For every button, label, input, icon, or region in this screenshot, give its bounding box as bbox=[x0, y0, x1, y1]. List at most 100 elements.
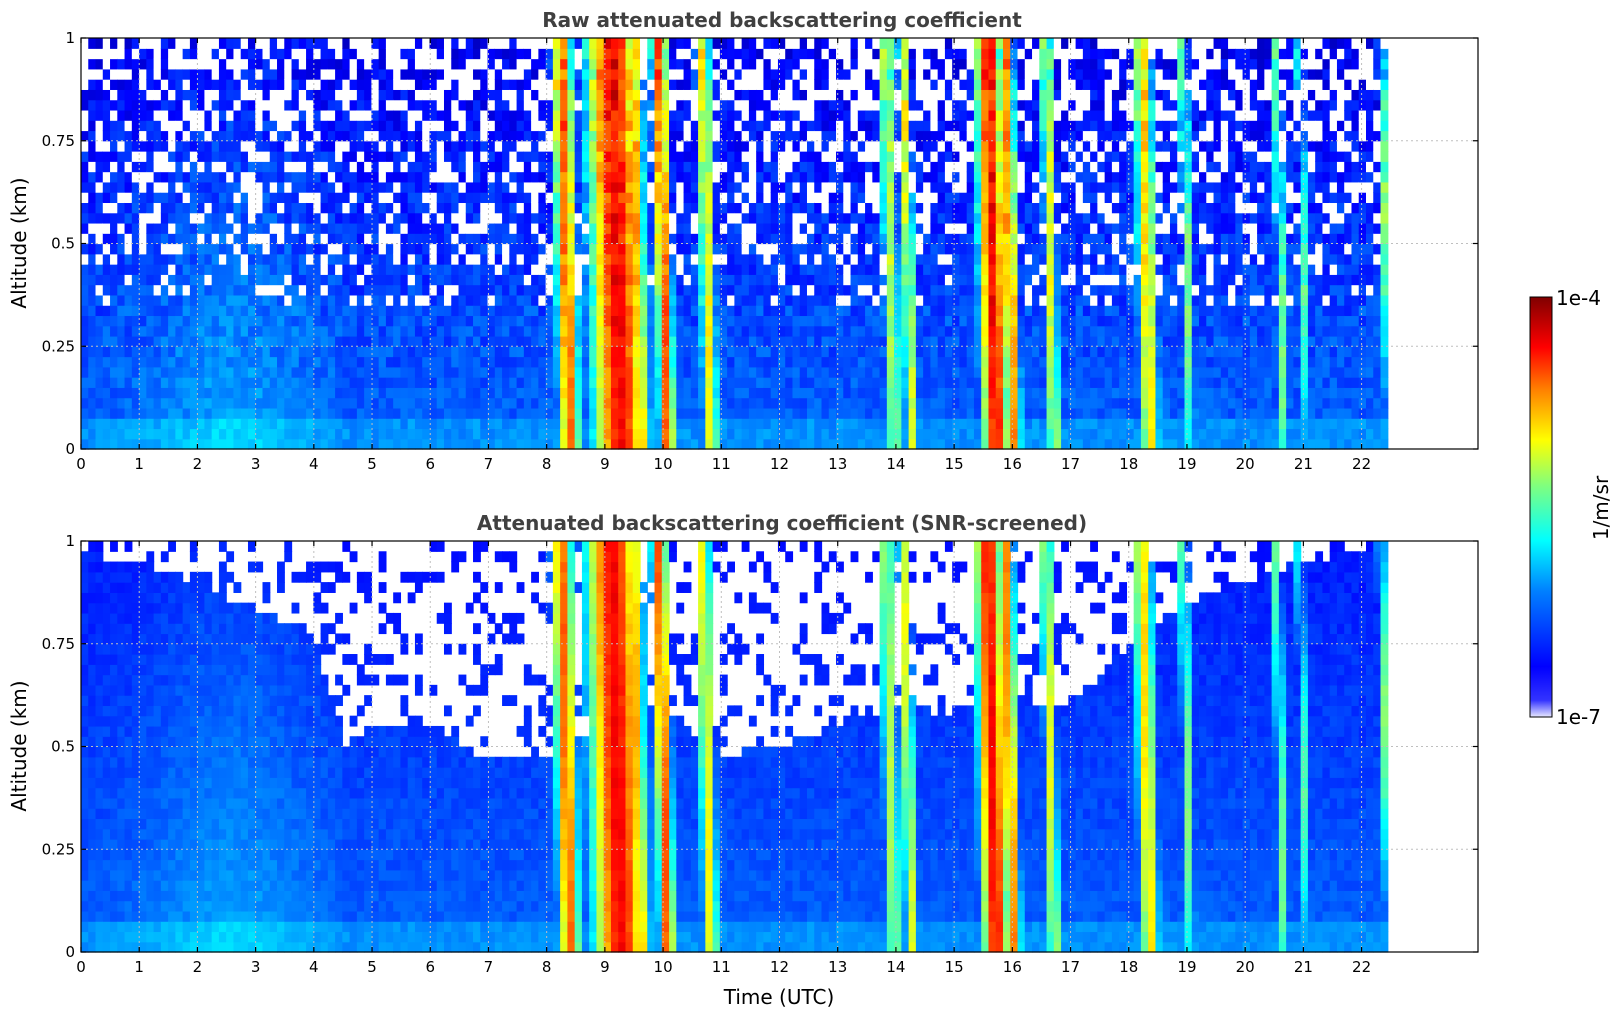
heatmap-cell bbox=[465, 171, 474, 183]
heatmap-cell bbox=[494, 387, 503, 399]
heatmap-cell bbox=[915, 335, 924, 347]
heatmap-cell bbox=[153, 38, 162, 49]
heatmap-cell bbox=[494, 438, 503, 450]
heatmap-cell bbox=[632, 387, 641, 399]
heatmap-cell bbox=[763, 89, 772, 101]
heatmap-cell bbox=[908, 274, 917, 286]
heatmap-cell bbox=[465, 212, 474, 224]
heatmap-cell bbox=[908, 181, 917, 193]
heatmap-cell bbox=[298, 397, 307, 409]
heatmap-cell bbox=[349, 325, 358, 337]
heatmap-cell bbox=[443, 356, 452, 368]
heatmap-cell bbox=[327, 48, 336, 60]
heatmap-cell bbox=[182, 38, 191, 49]
heatmap-cell bbox=[560, 366, 569, 378]
heatmap-cell bbox=[443, 387, 452, 399]
heatmap-cell bbox=[828, 233, 837, 245]
heatmap-cell bbox=[901, 418, 910, 430]
heatmap-cell bbox=[596, 253, 605, 265]
heatmap-cell bbox=[269, 79, 278, 90]
heatmap-cell bbox=[182, 438, 191, 450]
heatmap-cell bbox=[349, 79, 358, 90]
heatmap-cell bbox=[944, 140, 953, 152]
heatmap-cell bbox=[676, 418, 685, 430]
heatmap-cell bbox=[233, 264, 242, 275]
heatmap-cell bbox=[313, 58, 322, 70]
heatmap-cell bbox=[342, 89, 351, 101]
heatmap-cell bbox=[777, 325, 786, 337]
heatmap-cell bbox=[596, 418, 605, 430]
heatmap-cell bbox=[843, 79, 852, 90]
heatmap-cell bbox=[451, 356, 460, 368]
heatmap-cell bbox=[981, 253, 990, 265]
heatmap-cell bbox=[777, 253, 786, 265]
heatmap-cell bbox=[777, 109, 786, 121]
heatmap-cell bbox=[269, 171, 278, 183]
heatmap-cell bbox=[182, 202, 191, 214]
heatmap-cell bbox=[806, 140, 815, 152]
heatmap-cell bbox=[567, 284, 576, 296]
heatmap-cell bbox=[944, 305, 953, 317]
heatmap-cell bbox=[545, 58, 554, 70]
heatmap-cell bbox=[124, 315, 133, 327]
heatmap-cell bbox=[632, 315, 641, 327]
heatmap-cell bbox=[233, 181, 242, 193]
heatmap-cell bbox=[625, 315, 634, 327]
heatmap-cell bbox=[451, 99, 460, 111]
heatmap-cell bbox=[719, 120, 728, 132]
heatmap-cell bbox=[240, 38, 249, 49]
heatmap-cell bbox=[182, 89, 191, 101]
heatmap-cell bbox=[654, 192, 663, 204]
heatmap-cell bbox=[436, 79, 445, 90]
heatmap-cell bbox=[371, 109, 380, 121]
heatmap-cell bbox=[669, 38, 677, 49]
heatmap-cell bbox=[247, 335, 256, 347]
heatmap-cell bbox=[262, 99, 271, 111]
heatmap-cell bbox=[596, 181, 605, 193]
heatmap-cell bbox=[545, 294, 554, 306]
heatmap-cell bbox=[422, 418, 431, 430]
heatmap-cell bbox=[494, 366, 503, 378]
heatmap-cell bbox=[683, 428, 692, 440]
heatmap-cell bbox=[313, 79, 322, 90]
heatmap-cell bbox=[378, 89, 387, 101]
heatmap-cell bbox=[908, 161, 917, 173]
heatmap-cell bbox=[727, 130, 735, 142]
heatmap-cell bbox=[596, 161, 605, 173]
heatmap-cell bbox=[153, 397, 162, 409]
heatmap-cell bbox=[973, 130, 982, 142]
heatmap-cell bbox=[298, 428, 307, 440]
heatmap-cell bbox=[669, 202, 677, 214]
heatmap-cell bbox=[705, 58, 714, 70]
heatmap-cell bbox=[872, 325, 881, 337]
heatmap-cell bbox=[175, 274, 184, 286]
heatmap-cell bbox=[879, 294, 888, 306]
heatmap-cell bbox=[806, 99, 815, 111]
heatmap-cell bbox=[494, 202, 503, 214]
heatmap-cell bbox=[640, 58, 648, 70]
heatmap-cell bbox=[146, 243, 155, 255]
heatmap-cell bbox=[342, 58, 351, 70]
heatmap-cell bbox=[233, 377, 242, 388]
heatmap-cell bbox=[393, 161, 402, 173]
heatmap-cell bbox=[756, 48, 765, 60]
heatmap-cell bbox=[872, 192, 881, 204]
heatmap-cell bbox=[494, 89, 503, 101]
heatmap-cell bbox=[277, 99, 285, 111]
heatmap-cell bbox=[124, 243, 133, 255]
heatmap-cell bbox=[705, 48, 714, 60]
heatmap-cell bbox=[647, 305, 656, 317]
heatmap-cell bbox=[552, 38, 561, 49]
heatmap-cell bbox=[567, 366, 576, 378]
heatmap-cell bbox=[175, 58, 184, 70]
heatmap-cell bbox=[777, 212, 786, 224]
heatmap-cell bbox=[364, 192, 372, 204]
heatmap-cell bbox=[821, 130, 830, 142]
heatmap-cell bbox=[473, 99, 481, 111]
heatmap-cell bbox=[603, 315, 612, 327]
heatmap-cell bbox=[385, 130, 394, 142]
heatmap-cell bbox=[567, 418, 576, 430]
heatmap-cell bbox=[683, 264, 692, 275]
heatmap-cell bbox=[81, 284, 89, 296]
heatmap-cell bbox=[81, 335, 89, 347]
